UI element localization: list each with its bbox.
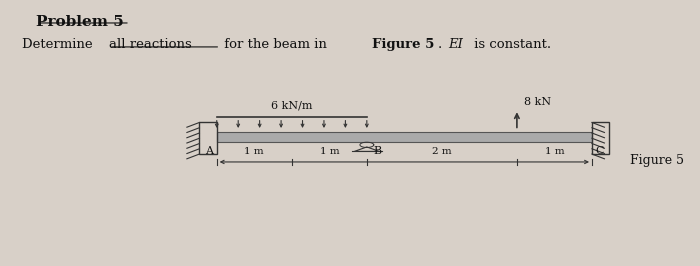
- Text: 1 m: 1 m: [545, 147, 564, 156]
- Text: Figure 5: Figure 5: [630, 154, 684, 167]
- Text: A: A: [205, 146, 214, 156]
- Text: all reactions: all reactions: [109, 38, 192, 51]
- Text: B: B: [374, 146, 382, 156]
- Text: Problem 5: Problem 5: [36, 15, 124, 28]
- Text: .: .: [438, 38, 446, 51]
- Text: 6 kN/m: 6 kN/m: [271, 101, 312, 111]
- Text: 8 kN: 8 kN: [524, 97, 551, 107]
- Text: for the beam in: for the beam in: [220, 38, 331, 51]
- Text: C: C: [596, 146, 604, 156]
- Text: 1 m: 1 m: [319, 147, 339, 156]
- Text: EI: EI: [448, 38, 463, 51]
- Text: is constant.: is constant.: [470, 38, 552, 51]
- Text: Determine: Determine: [22, 38, 97, 51]
- Text: Figure 5: Figure 5: [372, 38, 434, 51]
- Text: 2 m: 2 m: [432, 147, 452, 156]
- Text: 1 m: 1 m: [244, 147, 264, 156]
- Polygon shape: [217, 132, 592, 142]
